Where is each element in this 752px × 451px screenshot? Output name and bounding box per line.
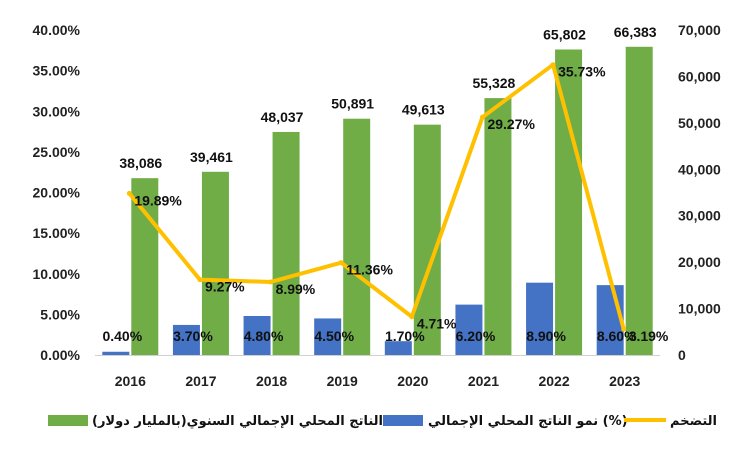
gdp-data-label: 50,891 bbox=[331, 96, 374, 112]
y-right-tick-label: 40,000 bbox=[678, 161, 721, 177]
x-tick-label: 2021 bbox=[468, 373, 499, 389]
legend-swatch-annual-gdp bbox=[48, 415, 88, 426]
inflation-data-label: 3.19% bbox=[629, 328, 669, 344]
x-tick-label: 2023 bbox=[609, 373, 640, 389]
gdp-data-label: 38,086 bbox=[119, 155, 162, 171]
inflation-point bbox=[479, 114, 485, 120]
y-left-tick-label: 40.00% bbox=[33, 22, 81, 38]
x-tick-label: 2019 bbox=[327, 373, 358, 389]
gdp-bar bbox=[625, 46, 653, 355]
y-right-tick-label: 60,000 bbox=[678, 68, 721, 84]
y-right-tick-label: 50,000 bbox=[678, 115, 721, 131]
x-tick-label: 2017 bbox=[185, 373, 216, 389]
x-tick-label: 2020 bbox=[397, 373, 428, 389]
y-right-tick-label: 20,000 bbox=[678, 254, 721, 270]
inflation-data-label: 9.27% bbox=[205, 279, 245, 295]
y-right-tick-label: 70,000 bbox=[678, 22, 721, 38]
inflation-data-label: 11.36% bbox=[346, 262, 393, 278]
gdp-data-label: 39,461 bbox=[190, 149, 233, 165]
gdp-data-label: 55,328 bbox=[473, 75, 516, 91]
inflation-point bbox=[197, 277, 203, 283]
gdp-bar bbox=[201, 171, 229, 355]
growth-bar bbox=[243, 316, 271, 355]
growth-data-label: 8.60% bbox=[597, 328, 637, 344]
x-tick-label: 2018 bbox=[256, 373, 287, 389]
growth-data-label: 3.70% bbox=[173, 328, 213, 344]
legend-label-annual-gdp: الناتج المحلي الإجمالي السنوي(بالمليار د… bbox=[92, 414, 383, 429]
growth-bar bbox=[596, 285, 624, 355]
legend-label-gdp-growth: نمو الناتج المحلي الإجمالي (%) bbox=[428, 414, 628, 429]
growth-bar bbox=[526, 282, 554, 355]
y-left-tick-label: 5.00% bbox=[40, 306, 80, 322]
y-left-tick-label: 10.00% bbox=[33, 266, 81, 282]
inflation-point bbox=[126, 190, 132, 196]
gdp-data-label: 66,383 bbox=[614, 24, 657, 40]
y-left-tick-label: 15.00% bbox=[33, 225, 81, 241]
gdp-bar bbox=[555, 49, 583, 355]
gdp-data-label: 49,613 bbox=[402, 102, 445, 118]
y-left-tick-label: 0.00% bbox=[40, 347, 80, 363]
growth-data-label: 4.50% bbox=[314, 328, 354, 344]
inflation-point bbox=[268, 279, 274, 285]
growth-bar bbox=[172, 324, 200, 355]
inflation-data-label: 35.73% bbox=[558, 64, 606, 80]
legend-swatch-gdp-growth bbox=[383, 415, 423, 426]
growth-data-label: 4.80% bbox=[244, 328, 284, 344]
y-left-tick-label: 30.00% bbox=[33, 103, 81, 119]
labels-layer: 38,086 39,461 48,037 50,891 49,613 55,328 65,8… bbox=[102, 24, 668, 344]
gdp-data-label: 65,802 bbox=[543, 26, 586, 42]
y-right-tick-label: 10,000 bbox=[678, 301, 721, 317]
inflation-point bbox=[621, 326, 627, 332]
x-tick-label: 2022 bbox=[538, 373, 569, 389]
growth-data-label: 1.70% bbox=[385, 328, 425, 344]
growth-data-label: 6.20% bbox=[456, 328, 496, 344]
growth-data-label: 8.90% bbox=[526, 328, 566, 344]
gdp-bar bbox=[272, 131, 300, 355]
y-left-tick-label: 35.00% bbox=[33, 63, 81, 79]
gdp-bar bbox=[413, 124, 441, 355]
growth-bar bbox=[314, 318, 342, 355]
y-right-tick-label: 30,000 bbox=[678, 208, 721, 224]
growth-data-label: 0.40% bbox=[102, 328, 142, 344]
y-right-tick-label: 0 bbox=[678, 347, 686, 363]
inflation-data-label: 29.27% bbox=[487, 116, 535, 132]
gdp-bar bbox=[131, 178, 159, 355]
inflation-data-label: 4.71% bbox=[417, 316, 457, 332]
line-layer bbox=[126, 62, 627, 332]
gdp-bar bbox=[343, 118, 371, 355]
legend-label-inflation: التضخم bbox=[670, 414, 717, 429]
y-left-tick-label: 20.00% bbox=[33, 185, 81, 201]
growth-bar bbox=[384, 341, 412, 355]
bars-layer bbox=[102, 46, 653, 356]
growth-bar bbox=[455, 304, 483, 355]
y-left-tick-label: 25.00% bbox=[33, 144, 81, 160]
growth-bar bbox=[102, 351, 130, 355]
x-tick-label: 2016 bbox=[115, 373, 146, 389]
inflation-data-label: 19.89% bbox=[134, 192, 182, 208]
inflation-data-label: 8.99% bbox=[276, 281, 316, 297]
gdp-data-label: 48,037 bbox=[261, 109, 304, 125]
legend: الناتج المحلي الإجمالي السنوي(بالمليار د… bbox=[48, 414, 717, 429]
inflation-point bbox=[338, 260, 344, 266]
inflation-point bbox=[550, 62, 556, 68]
gdp-bar bbox=[484, 98, 512, 356]
inflation-line bbox=[127, 62, 626, 330]
axes-layer: 0.00% 5.00% 10.00% 15.00% 20.00% 25.00% 30.00%… bbox=[33, 22, 722, 389]
inflation-point bbox=[409, 314, 415, 320]
